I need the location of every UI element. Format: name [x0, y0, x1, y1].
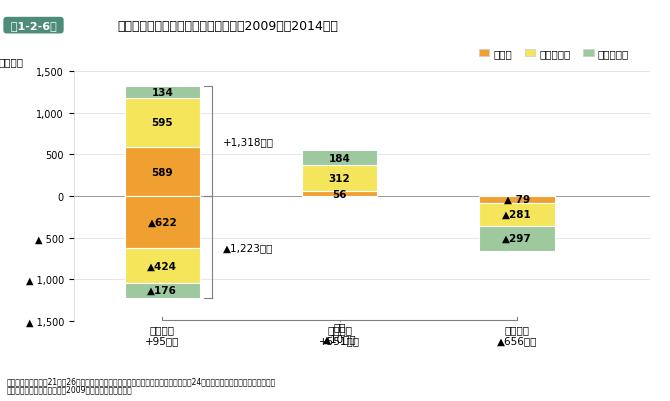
Bar: [125, 148, 200, 196]
Bar: [479, 203, 555, 226]
Text: ▲281: ▲281: [502, 210, 532, 220]
Bar: [125, 248, 200, 283]
Bar: [302, 151, 377, 166]
Bar: [125, 87, 200, 98]
Bar: [125, 196, 200, 248]
Bar: [479, 196, 555, 203]
Text: 595: 595: [151, 118, 173, 128]
Text: 第1-2-6図: 第1-2-6図: [7, 21, 60, 31]
Text: +1,318万人: +1,318万人: [223, 137, 274, 147]
Text: 開廃業・存続企業別従業者数の変化（2009年～2014年）: 開廃業・存続企業別従業者数の変化（2009年～2014年）: [117, 20, 338, 32]
Text: ▲ 79: ▲ 79: [504, 195, 530, 205]
Bar: [302, 192, 377, 196]
Bar: [125, 283, 200, 298]
Text: 56: 56: [332, 189, 347, 199]
Text: 資料：総務省「平成21年、26年経済センサス基礎調査」、総務省・経済産業省「平成24年経済センサス活動調査」再編加工: 資料：総務省「平成21年、26年経済センサス基礎調査」、総務省・経済産業省「平成…: [7, 376, 276, 385]
Text: 134: 134: [151, 88, 174, 98]
Text: 589: 589: [151, 167, 173, 177]
Bar: [302, 166, 377, 192]
Text: 開業企業
+551万人: 開業企業 +551万人: [319, 324, 360, 346]
Text: ▲297: ▲297: [502, 234, 532, 244]
Text: 184: 184: [329, 153, 350, 163]
Text: ▲176: ▲176: [147, 286, 178, 296]
Text: 存続企業
+95万人: 存続企業 +95万人: [145, 324, 180, 346]
Bar: [125, 98, 200, 148]
Text: ▲424: ▲424: [147, 261, 178, 271]
Text: 廃業企業
▲656万人: 廃業企業 ▲656万人: [496, 324, 537, 346]
Text: ▲622: ▲622: [147, 217, 178, 227]
Legend: 大企業, 中規模企業, 小規模企業: 大企業, 中規模企業, 小規模企業: [475, 45, 633, 63]
Text: 312: 312: [329, 174, 350, 184]
Text: （万人）: （万人）: [0, 57, 24, 67]
Text: （注）存続企業の企業規模は2009年時点のものである。: （注）存続企業の企業規模は2009年時点のものである。: [7, 384, 133, 393]
Text: ▲1,223万人: ▲1,223万人: [223, 242, 273, 252]
Bar: [479, 226, 555, 251]
Text: 合計
▲10万人: 合計 ▲10万人: [323, 322, 356, 343]
